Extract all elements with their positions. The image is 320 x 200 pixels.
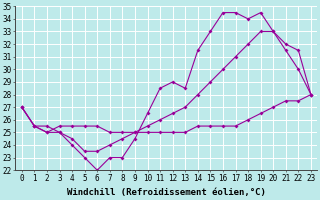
X-axis label: Windchill (Refroidissement éolien,°C): Windchill (Refroidissement éolien,°C) xyxy=(67,188,266,197)
